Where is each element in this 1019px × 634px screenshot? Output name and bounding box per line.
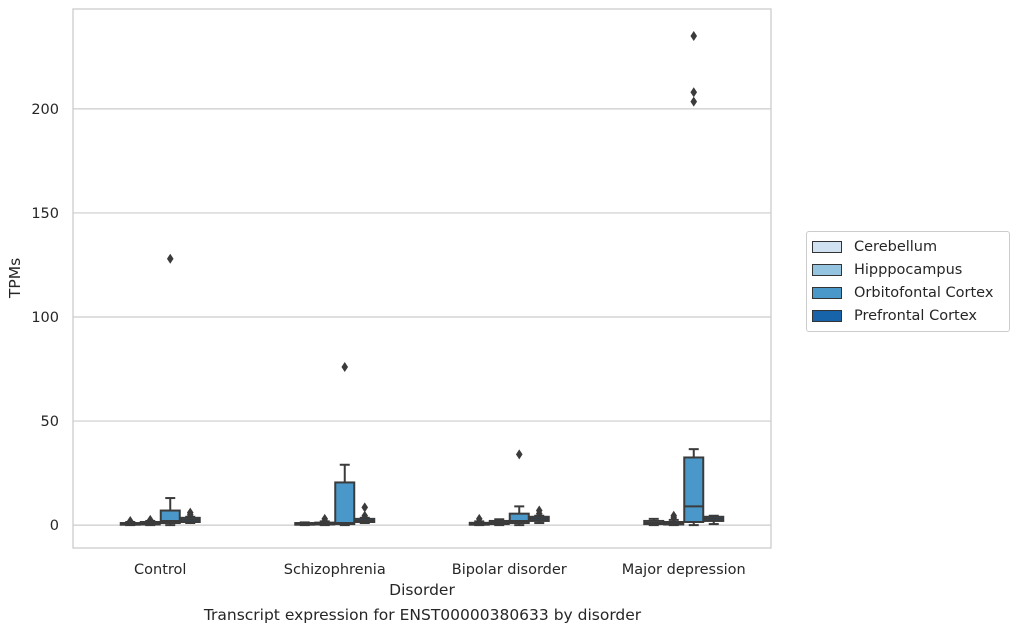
- box-prefrontal-cortex-schizophrenia: [354, 502, 376, 525]
- y-tick-label: 0: [50, 518, 59, 534]
- box-orbitofontal-cortex-major-depression: [683, 31, 705, 527]
- legend-swatch: [812, 309, 842, 322]
- legend-label: Prefrontal Cortex: [854, 307, 977, 324]
- outlier-point: [186, 507, 194, 518]
- outlier-point: [690, 96, 698, 107]
- plot-area: [73, 9, 771, 548]
- outlier-point: [146, 514, 154, 525]
- plot-frame: [72, 8, 772, 549]
- outlier-point: [535, 505, 543, 516]
- y-tick-label: 200: [31, 102, 59, 118]
- outlier-point: [475, 513, 483, 524]
- outlier-point: [515, 449, 523, 460]
- box-prefrontal-cortex-control: [179, 507, 201, 525]
- x-axis-label: Disorder: [389, 581, 455, 599]
- x-tick-label: Schizophrenia: [284, 562, 386, 578]
- box-groups: [119, 31, 725, 527]
- x-tick-label: Major depression: [622, 562, 746, 578]
- box-iqr: [334, 481, 356, 526]
- legend-swatch: [812, 240, 842, 253]
- legend-item-cerebellum: Cerebellum: [807, 235, 1009, 258]
- box-prefrontal-cortex-major-depression: [703, 514, 725, 526]
- outlier-point: [361, 502, 369, 513]
- outlier-point: [361, 510, 369, 521]
- y-axis-label: TPMs: [6, 258, 24, 299]
- legend-label: Orbitofontal Cortex: [854, 284, 994, 301]
- box-orbitofontal-cortex-schizophrenia: [334, 361, 356, 527]
- box-hipppocampus-major-depression: [663, 510, 685, 527]
- outlier-point: [321, 513, 329, 524]
- box-orbitofontal-cortex-control: [159, 253, 181, 527]
- outlier-point: [690, 87, 698, 98]
- outlier-point: [166, 253, 174, 264]
- outlier-point: [670, 510, 678, 521]
- chart-caption: Transcript expression for ENST0000038063…: [203, 606, 642, 624]
- box-prefrontal-cortex-bipolar-disorder: [528, 505, 550, 525]
- box-cerebellum-bipolar-disorder: [468, 513, 490, 527]
- x-tick-label: Control: [134, 562, 186, 578]
- box-hipppocampus-bipolar-disorder: [488, 518, 510, 527]
- y-tick-label: 150: [31, 206, 59, 222]
- box-iqr: [159, 509, 181, 525]
- legend-label: Cerebellum: [854, 238, 938, 255]
- outlier-point: [126, 515, 134, 526]
- x-tick-labels: Control Schizophrenia Bipolar disorder Majo…: [134, 562, 746, 578]
- box-cerebellum-major-depression: [643, 517, 665, 527]
- box-cerebellum-schizophrenia: [294, 521, 316, 527]
- box-iqr: [683, 456, 705, 523]
- y-tick-label: 100: [31, 310, 59, 326]
- legend: Cerebellum Hipppocampus Orbitofontal Corte…: [806, 231, 1010, 332]
- x-tick-label: Bipolar disorder: [452, 562, 567, 578]
- y-tick-label: 50: [41, 414, 59, 430]
- legend-swatch: [812, 263, 842, 276]
- legend-item-hipppocampus: Hipppocampus: [807, 258, 1009, 281]
- outlier-point: [690, 31, 698, 42]
- legend-swatch: [812, 286, 842, 299]
- legend-label: Hipppocampus: [854, 261, 963, 278]
- y-tick-labels: 0 50 100 150 200: [31, 102, 59, 534]
- legend-item-orbitofontal-cortex: Orbitofontal Cortex: [807, 281, 1009, 304]
- outlier-point: [341, 361, 349, 372]
- legend-item-prefrontal-cortex: Prefrontal Cortex: [807, 304, 1009, 327]
